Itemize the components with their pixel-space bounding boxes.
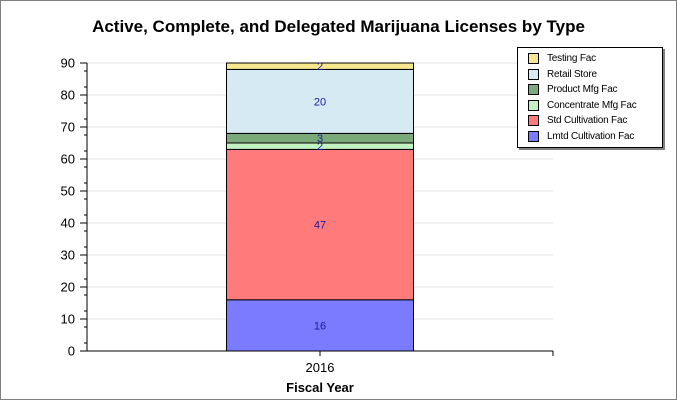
legend-swatch bbox=[528, 53, 539, 65]
y-tick-label: 0 bbox=[68, 344, 75, 359]
legend-label: Lmtd Cultivation Fac bbox=[547, 130, 635, 142]
legend-label: Std Cultivation Fac bbox=[547, 115, 628, 127]
y-tick-label: 90 bbox=[61, 56, 75, 71]
legend-swatch bbox=[528, 99, 539, 111]
y-tick-label: 20 bbox=[61, 280, 75, 295]
data-label: 2 bbox=[317, 141, 323, 153]
bar-segment bbox=[226, 62, 414, 70]
legend-label: Concentrate Mfg Fac bbox=[547, 99, 637, 111]
data-label: 2 bbox=[317, 61, 323, 73]
y-tick-label: 70 bbox=[61, 120, 75, 135]
y-tick-label: 80 bbox=[61, 88, 75, 103]
legend-swatch bbox=[528, 130, 539, 142]
data-label: 16 bbox=[314, 320, 326, 332]
y-tick-label: 50 bbox=[61, 184, 75, 199]
legend-item: Product Mfg Fac bbox=[518, 82, 662, 98]
legend-item: Lmtd Cultivation Fac bbox=[518, 129, 662, 145]
y-tick-label: 30 bbox=[61, 248, 75, 263]
legend-swatch bbox=[528, 68, 539, 80]
legend-label: Retail Store bbox=[547, 68, 597, 80]
legend-item: Concentrate Mfg Fac bbox=[518, 98, 662, 114]
chart-title: Active, Complete, and Delegated Marijuan… bbox=[92, 17, 585, 36]
x-tick-label: 2016 bbox=[306, 360, 335, 375]
y-tick-label: 60 bbox=[61, 152, 75, 167]
legend: Testing Fac Retail Store Product Mfg Fac Co… bbox=[517, 47, 663, 148]
legend-swatch bbox=[528, 84, 539, 96]
data-label: 20 bbox=[314, 96, 326, 108]
data-label: 3 bbox=[317, 133, 323, 145]
bar-segment bbox=[226, 68, 414, 134]
y-tick-label: 40 bbox=[61, 216, 75, 231]
data-label: 47 bbox=[314, 220, 326, 232]
y-tick-label: 10 bbox=[61, 312, 75, 327]
legend-swatch bbox=[528, 115, 539, 127]
legend-item: Testing Fac bbox=[518, 51, 662, 67]
bar-segment bbox=[226, 299, 414, 352]
legend-item: Retail Store bbox=[518, 67, 662, 83]
legend-label: Testing Fac bbox=[547, 53, 596, 65]
x-axis-title: Fiscal Year bbox=[286, 380, 354, 395]
legend-label: Product Mfg Fac bbox=[547, 84, 618, 96]
bar-segment bbox=[226, 148, 414, 301]
legend-item: Std Cultivation Fac bbox=[518, 113, 662, 129]
